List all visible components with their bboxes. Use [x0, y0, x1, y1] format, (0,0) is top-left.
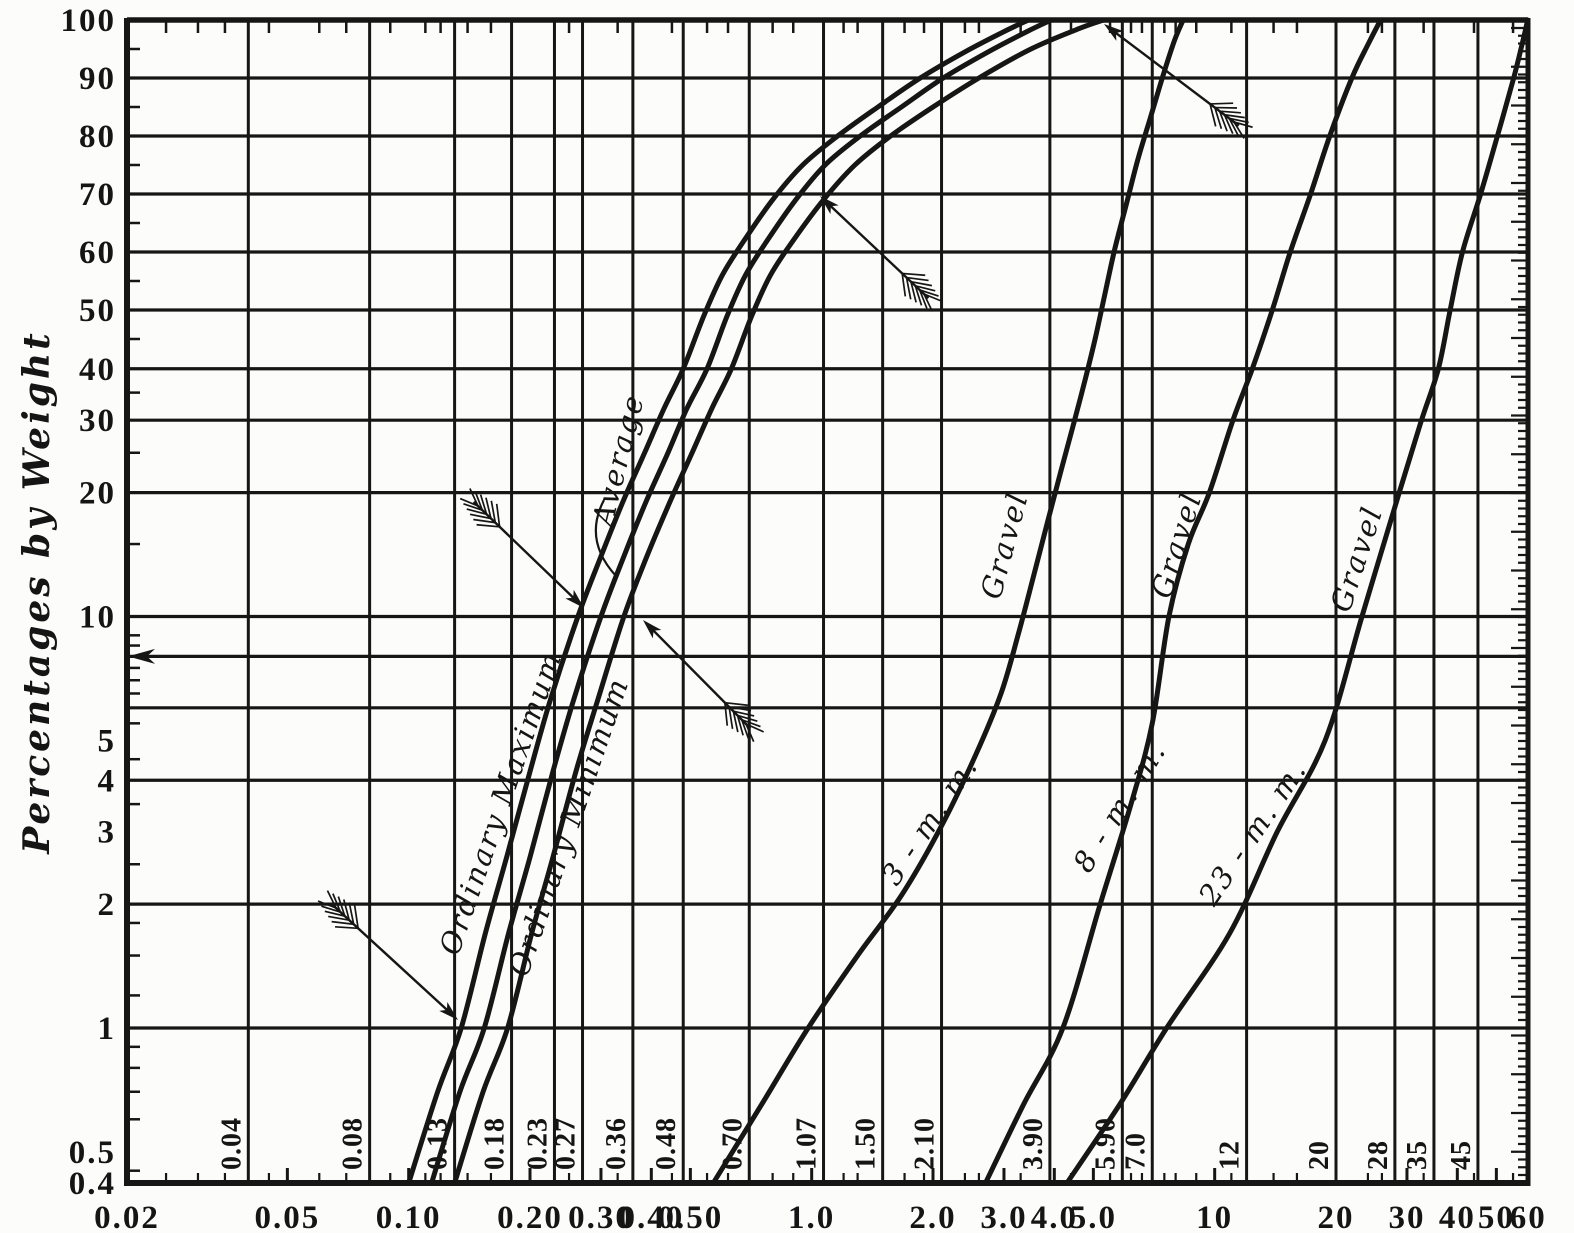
curve-ordinary-maximum [406, 17, 1031, 1186]
y-tick-label-50: 50 [79, 293, 116, 329]
curve-gravel-3-m-m- [710, 17, 1186, 1186]
y-tick-label-10: 10 [79, 600, 116, 636]
sieve-label-0.70: 0.70 [717, 1117, 748, 1170]
sieve-label-12: 12 [1215, 1140, 1246, 1170]
sieve-label-0.27: 0.27 [551, 1117, 582, 1170]
curve-gravel-8-m-m- [983, 17, 1384, 1186]
x-tick-label-3.0: 3.0 [980, 1200, 1027, 1233]
sieve-label-7.0: 7.0 [1120, 1132, 1151, 1170]
curve-label-3-m-m-: 3 - m. m. [874, 750, 985, 891]
average-label-leader [594, 499, 617, 577]
x-tick-label-30: 30 [1388, 1200, 1425, 1233]
sieve-label-0.48: 0.48 [651, 1117, 682, 1170]
x-tick-label-5.0: 5.0 [1070, 1200, 1117, 1233]
sieve-label-1.07: 1.07 [792, 1117, 823, 1170]
x-tick-label-40: 40 [1439, 1200, 1476, 1233]
x-tick-label-0.20: 0.20 [497, 1200, 563, 1233]
annotation-arrow-3 [459, 488, 584, 608]
y-tick-label-20: 20 [79, 476, 116, 512]
sieve-label-20: 20 [1304, 1140, 1335, 1170]
y-tick-label-5: 5 [98, 723, 117, 759]
curve-label-gravel: Gravel [974, 488, 1035, 602]
curve-ordinary-minimum [452, 17, 1107, 1186]
x-tick-label-2.0: 2.0 [909, 1200, 956, 1233]
x-tick-label-0.05: 0.05 [254, 1200, 320, 1233]
sieve-label-0.08: 0.08 [338, 1117, 369, 1170]
x-tick-label-0.30: 0.30 [568, 1200, 634, 1233]
x-tick-label-4.0: 4.0 [1031, 1200, 1078, 1233]
x-tick-label-0.40: 0.40 [618, 1200, 684, 1233]
y-axis-title: Percentages by Weight [16, 330, 58, 854]
y-tick-label-2: 2 [98, 887, 117, 923]
x-tick-label-20: 20 [1318, 1200, 1355, 1233]
annotation-arrow-4 [643, 620, 764, 743]
x-tick-label-10: 10 [1196, 1200, 1233, 1233]
y-tick-label-0.4: 0.4 [69, 1166, 116, 1202]
y-tick-label-40: 40 [79, 352, 116, 388]
curve-average [429, 17, 1054, 1186]
y-tick-label-3: 3 [98, 815, 117, 851]
y-tick-label-4: 4 [98, 763, 117, 799]
sieve-label-2.10: 2.10 [910, 1117, 941, 1170]
sieve-label-35: 35 [1402, 1140, 1433, 1170]
y-tick-label-100: 100 [61, 3, 117, 39]
annotation-arrow-5 [317, 890, 458, 1020]
x-tick-label-0.10: 0.10 [376, 1200, 442, 1233]
y-tick-label-70: 70 [79, 177, 116, 213]
y-tick-label-30: 30 [79, 403, 116, 439]
y-tick-label-80: 80 [79, 119, 116, 155]
sieve-label-0.13: 0.13 [423, 1117, 454, 1170]
sieve-label-3.90: 3.90 [1018, 1117, 1049, 1170]
annotation-arrow-1 [1104, 24, 1253, 139]
sieve-label-28: 28 [1363, 1140, 1394, 1170]
sieve-label-1.50: 1.50 [851, 1117, 882, 1170]
curve-label-8-m-m-: 8 - m. m. [1066, 735, 1173, 878]
annotation-arrow-2 [820, 196, 943, 312]
axis-arrowhead [128, 648, 155, 664]
y-tick-label-1: 1 [98, 1011, 117, 1047]
sieve-label-0.36: 0.36 [601, 1117, 632, 1170]
curve-label-gravel: Gravel [1144, 488, 1208, 602]
x-tick-label-0.02: 0.02 [94, 1200, 160, 1233]
sieve-label-5.90: 5.90 [1090, 1117, 1121, 1170]
sieve-label-0.23: 0.23 [522, 1117, 553, 1170]
curve-gravel-23-m-m- [1064, 17, 1531, 1186]
sieve-label-45: 45 [1446, 1140, 1477, 1170]
x-tick-label-60: 60 [1510, 1200, 1547, 1233]
x-tick-label-0.50: 0.50 [657, 1200, 723, 1233]
y-tick-label-60: 60 [79, 235, 116, 271]
y-tick-label-90: 90 [79, 61, 116, 97]
x-tick-label-50: 50 [1478, 1200, 1515, 1233]
sieve-label-0.18: 0.18 [480, 1117, 511, 1170]
y-tick-label-0.5: 0.5 [69, 1135, 116, 1171]
sieve-label-0.04: 0.04 [216, 1117, 247, 1170]
x-tick-label-1.0: 1.0 [788, 1200, 835, 1233]
